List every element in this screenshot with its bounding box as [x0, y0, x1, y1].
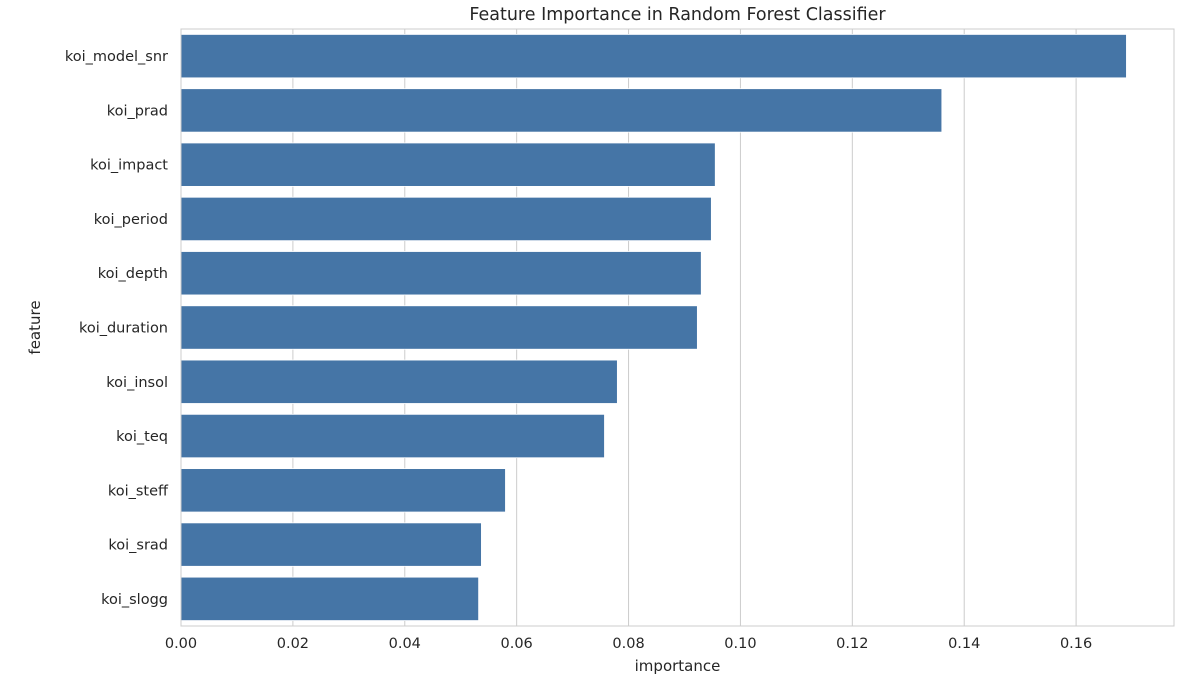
y-tick-label: koi_insol: [106, 375, 168, 391]
x-tick-labels: 0.00 0.02 0.04 0.06 0.08 0.10 0.12 0.14 0.16: [165, 636, 1092, 652]
x-tick-label: 0.04: [389, 636, 421, 652]
y-tick-label: koi_depth: [98, 266, 168, 282]
y-tick-label: koi_slogg: [101, 592, 168, 608]
x-tick-label: 0.16: [1060, 636, 1092, 652]
x-tick-label: 0.06: [501, 636, 533, 652]
y-tick-labels: koi_model_snr koi_prad koi_impact koi_perio…: [65, 49, 169, 608]
bar-layer: [180, 34, 1127, 621]
x-tick-label: 0.10: [724, 636, 756, 652]
bar-koi-duration: [180, 305, 698, 350]
bar-koi-steff: [180, 468, 506, 513]
plot-frame: [180, 28, 1175, 627]
y-axis-label: feature: [26, 300, 44, 354]
y-tick-label: koi_teq: [116, 429, 168, 445]
chart-title: Feature Importance in Random Forest Clas…: [469, 5, 886, 25]
y-tick-label: koi_impact: [90, 158, 168, 174]
bar-koi-teq: [180, 413, 605, 459]
x-tick-label: 0.12: [836, 636, 868, 652]
y-tick-label: koi_srad: [108, 538, 168, 554]
bar-koi-depth: [180, 251, 702, 296]
bar-koi-prad: [180, 88, 943, 133]
y-tick-label: koi_prad: [107, 103, 168, 119]
x-tick-label: 0.02: [277, 636, 309, 652]
bar-koi-srad: [180, 522, 482, 567]
y-tick-label: koi_period: [94, 212, 168, 228]
x-axis-label: importance: [635, 657, 721, 675]
x-tick-label: 0.08: [612, 636, 644, 652]
y-tick-label: koi_duration: [79, 321, 168, 337]
y-tick-label: koi_model_snr: [65, 49, 168, 65]
bar-koi-impact: [180, 142, 716, 187]
bar-koi-slogg: [180, 576, 480, 621]
bar-koi-insol: [180, 359, 618, 404]
bar-koi-model-snr: [180, 34, 1127, 79]
x-tick-label: 0.00: [165, 636, 197, 652]
y-tick-label: koi_steff: [108, 483, 169, 499]
bar-koi-period: [180, 196, 712, 242]
x-tick-label: 0.14: [948, 636, 980, 652]
